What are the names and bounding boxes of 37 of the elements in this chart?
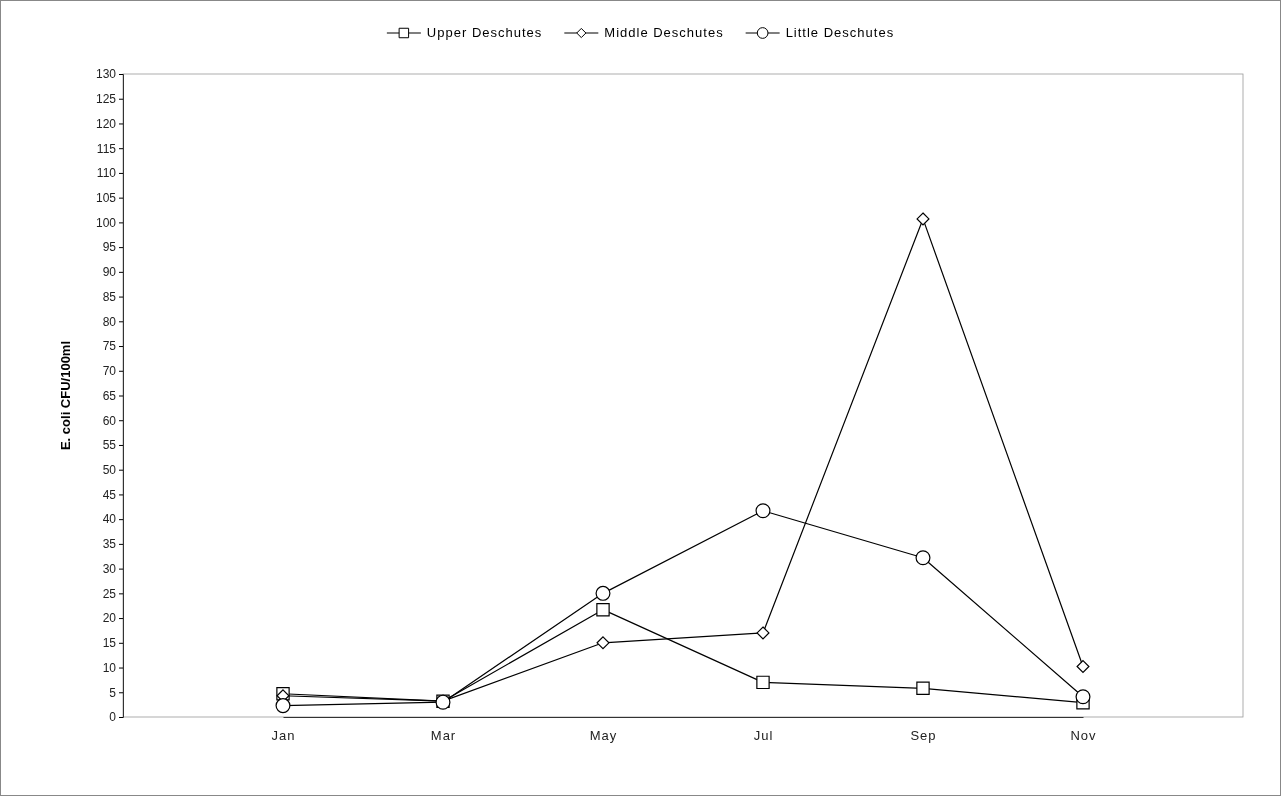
y-tick-label: 130	[95, 67, 117, 82]
legend-label: Little Deschutes	[785, 25, 895, 40]
y-tick-label: 5	[109, 685, 117, 700]
x-tick-label: Sep	[910, 728, 937, 744]
y-tick-label: 20	[102, 611, 117, 626]
y-tick-label: 40	[102, 512, 117, 527]
x-tick-label: Mar	[430, 728, 457, 744]
x-tick-label: May	[589, 728, 618, 744]
y-tick-label: 0	[109, 710, 117, 725]
y-tick-label: 15	[102, 636, 117, 651]
y-tick-label: 45	[102, 487, 117, 502]
legend-label: Middle Deschutes	[604, 25, 724, 40]
y-tick-label: 95	[102, 240, 117, 255]
y-tick-label: 55	[102, 438, 117, 453]
x-tick-label: Nov	[1070, 728, 1097, 744]
y-tick-label: 85	[102, 289, 117, 304]
y-tick-label: 10	[102, 660, 117, 675]
y-tick-label: 35	[102, 537, 117, 552]
x-tick-label: Jul	[753, 728, 774, 744]
y-tick-label: 60	[102, 413, 117, 428]
y-tick-label: 30	[102, 561, 117, 576]
y-tick-label: 100	[95, 215, 117, 230]
y-tick-label: 65	[102, 388, 117, 403]
y-tick-label: 125	[95, 92, 117, 107]
y-tick-label: 90	[102, 265, 117, 280]
y-tick-label: 105	[95, 190, 117, 205]
y-tick-label: 115	[96, 141, 117, 156]
y-tick-label: 50	[102, 463, 117, 478]
y-axis-title: E. coli CFU/100ml	[58, 340, 73, 451]
y-tick-label: 70	[102, 364, 117, 379]
x-tick-label: Jan	[271, 728, 296, 744]
y-tick-label: 80	[102, 314, 117, 329]
y-tick-label: 75	[102, 339, 117, 354]
y-tick-label: 110	[96, 166, 117, 181]
y-tick-label: 25	[102, 586, 117, 601]
y-tick-label: 120	[95, 116, 117, 131]
legend-label: Upper Deschutes	[426, 25, 543, 40]
